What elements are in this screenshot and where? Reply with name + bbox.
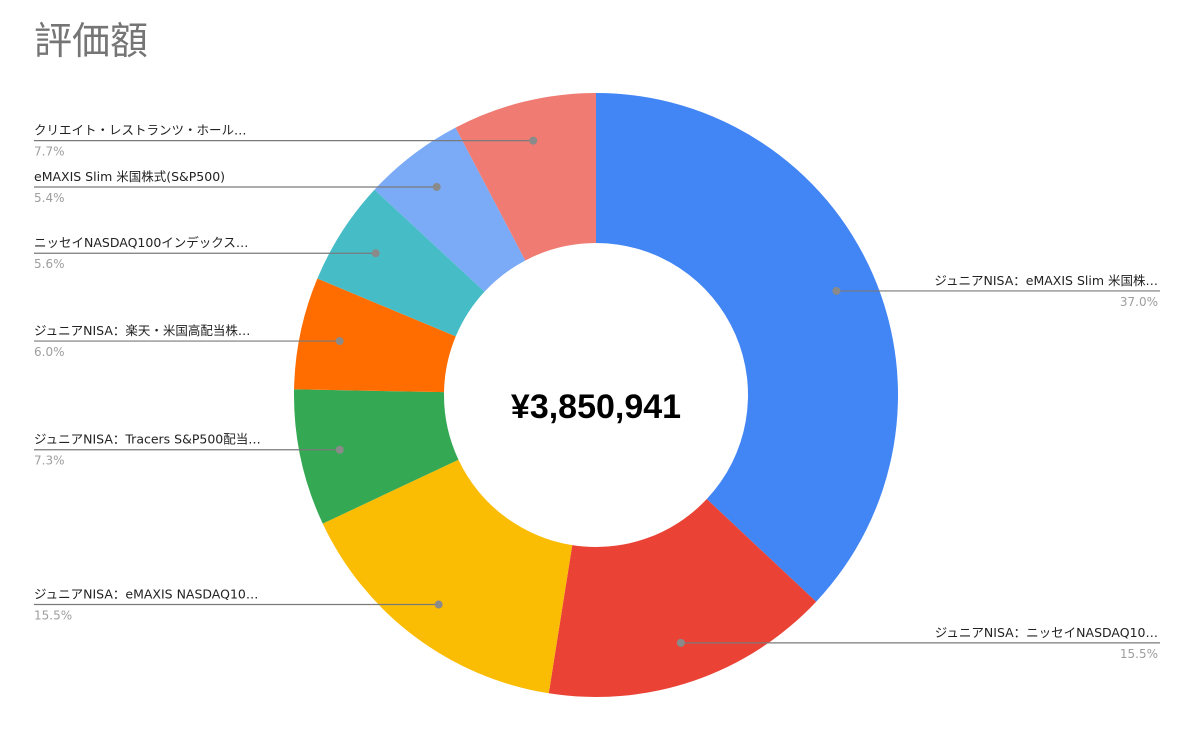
slice-percent-label: 37.0% (1120, 295, 1158, 309)
leader-dot (434, 600, 443, 609)
center-total-value: ¥3,850,941 (511, 388, 681, 426)
leader-dot (529, 136, 538, 145)
slice-label: ジュニアNISA：Tracers S&P500配当… (34, 432, 261, 447)
slice-label: ジュニアNISA：eMAXIS Slim 米国株… (934, 273, 1158, 288)
slice-percent-label: 15.5% (34, 609, 72, 623)
donut-slice (322, 459, 573, 694)
leader-dot (335, 445, 344, 454)
slice-label: eMAXIS Slim 米国株式(S&P500) (34, 169, 225, 184)
donut-slice (455, 93, 596, 261)
slice-percent-label: 15.5% (1120, 647, 1158, 661)
slice-label: ジュニアNISA：楽天・米国高配当株… (34, 323, 250, 338)
donut-slice (317, 189, 485, 337)
leader-dot (432, 182, 441, 191)
chart-title: 評価額 (34, 19, 149, 63)
slice-percent-label: 5.6% (34, 257, 65, 271)
leader-dot (676, 638, 685, 647)
slice-percent-label: 7.7% (34, 145, 65, 159)
slice-label: ジュニアNISA：ニッセイNASDAQ10… (935, 625, 1158, 640)
slice-percent-label: 6.0% (34, 345, 65, 359)
slice-label: ジュニアNISA：eMAXIS NASDAQ10… (34, 587, 258, 602)
leader-dot (371, 249, 380, 258)
donut-slice (548, 499, 817, 697)
donut-slice (294, 278, 456, 393)
slice-label: ニッセイNASDAQ100インデックス… (34, 235, 248, 250)
leader-dot (832, 286, 841, 295)
donut-slice (596, 93, 898, 602)
donut-slice (294, 389, 459, 524)
slice-label: クリエイト・レストランツ・ホール… (34, 123, 247, 138)
slice-percent-label: 7.3% (34, 454, 65, 468)
leader-dot (335, 337, 344, 346)
donut-slice (374, 127, 526, 292)
slice-percent-label: 5.4% (34, 191, 65, 205)
